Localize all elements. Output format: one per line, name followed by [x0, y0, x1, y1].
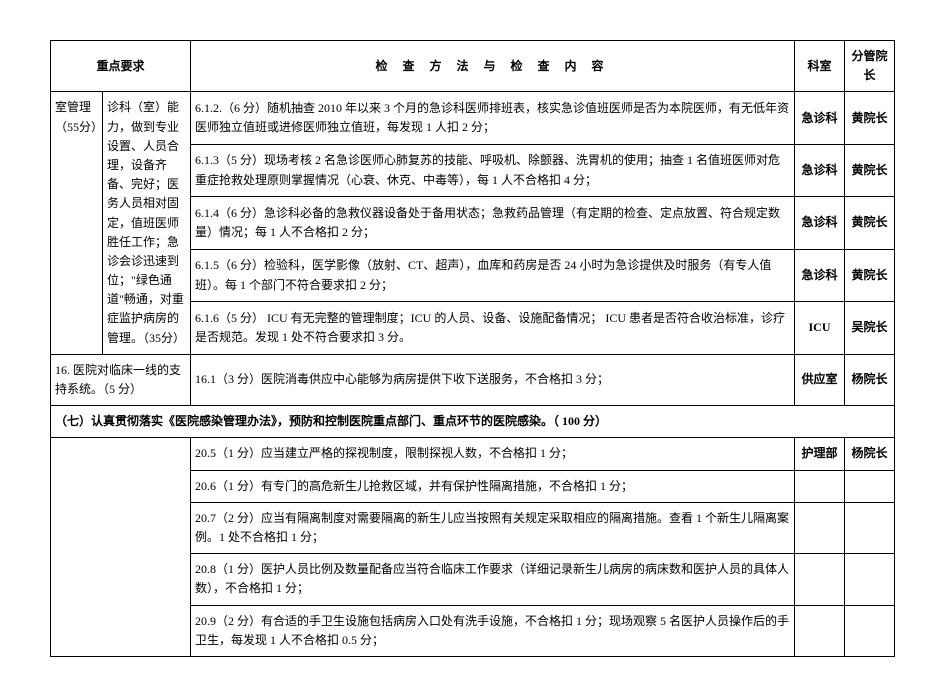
dept-cell: ICU — [795, 302, 845, 355]
leader-cell: 黄院长 — [845, 144, 895, 196]
method-cell: 20.5（1 分）应当建立严格的探视制度，限制探视人数，不合格扣 1 分； — [191, 438, 795, 470]
leader-cell — [845, 470, 895, 502]
method-cell: 6.1.6（5 分） ICU 有无完整的管理制度；ICU 的人员、设备、设施配备… — [191, 302, 795, 355]
dept-cell — [795, 502, 845, 553]
leader-cell: 黄院长 — [845, 197, 895, 249]
leader-cell: 吴院长 — [845, 302, 895, 355]
block1-col1: 室管理（55分） — [51, 92, 103, 354]
dept-cell: 急诊科 — [795, 249, 845, 301]
dept-cell — [795, 554, 845, 605]
leader-cell: 杨院长 — [845, 438, 895, 470]
block2-col: 16. 医院对临床一线的支持系统。（5 分） — [51, 354, 191, 405]
leader-cell — [845, 554, 895, 605]
leader-cell: 黄院长 — [845, 92, 895, 144]
dept-cell: 供应室 — [795, 354, 845, 405]
block1-col2: 诊科（室）能力，做到专业设置、人员合理，设备齐备、完好；医务人员相对固定，值班医… — [103, 92, 191, 354]
method-cell: 20.7（2 分）应当有隔离制度对需要隔离的新生儿应当按照有关规定采取相应的隔离… — [191, 502, 795, 553]
method-cell: 20.6（1 分）有专门的高危新生儿抢救区域，并有保护性隔离措施，不合格扣 1 … — [191, 470, 795, 502]
method-cell: 6.1.5（6 分）检验科，医学影像（放射、CT、超声），血库和药房是否 24 … — [191, 249, 795, 301]
method-cell: 20.9（2 分）有合适的手卫生设施包括病房入口处有洗手设施，不合格扣 1 分；… — [191, 605, 795, 656]
leader-cell — [845, 502, 895, 553]
dept-cell: 急诊科 — [795, 197, 845, 249]
dept-cell: 护理部 — [795, 438, 845, 470]
section-row: （七）认真贯彻落实《医院感染管理办法》，预防和控制医院重点部门、重点环节的医院感… — [51, 406, 895, 438]
block3-col2 — [103, 438, 191, 657]
table-row: 20.5（1 分）应当建立严格的探视制度，限制探视人数，不合格扣 1 分； 护理… — [51, 438, 895, 470]
method-cell: 6.1.2.（6 分）随机抽查 2010 年以来 3 个月的急诊科医师排班表，核… — [191, 92, 795, 144]
method-cell: 6.1.3（5 分）现场考核 2 名急诊医师心肺复苏的技能、呼吸机、除颤器、洗胃… — [191, 144, 795, 196]
table-row: 16. 医院对临床一线的支持系统。（5 分） 16.1（3 分）医院消毒供应中心… — [51, 354, 895, 405]
method-cell: 20.8（1 分）医护人员比例及数量配备应当符合临床工作要求（详细记录新生儿病房… — [191, 554, 795, 605]
header-method: 检 查 方 法 与 检 查 内 容 — [191, 41, 795, 92]
block3-col1 — [51, 438, 103, 657]
dept-cell: 急诊科 — [795, 144, 845, 196]
method-cell: 16.1（3 分）医院消毒供应中心能够为病房提供下收下送服务，不合格扣 3 分； — [191, 354, 795, 405]
leader-cell: 杨院长 — [845, 354, 895, 405]
inspection-table: 重点要求 检 查 方 法 与 检 查 内 容 科室 分管院长 室管理（55分） … — [50, 40, 895, 657]
dept-cell — [795, 470, 845, 502]
header-requirement: 重点要求 — [51, 41, 191, 92]
leader-cell — [845, 605, 895, 656]
method-cell: 6.1.4（6 分）急诊科必备的急救仪器设备处于备用状态；急救药品管理（有定期的… — [191, 197, 795, 249]
table-row: 室管理（55分） 诊科（室）能力，做到专业设置、人员合理，设备齐备、完好；医务人… — [51, 92, 895, 144]
section-text: （七）认真贯彻落实《医院感染管理办法》，预防和控制医院重点部门、重点环节的医院感… — [51, 406, 895, 438]
header-department: 科室 — [795, 41, 845, 92]
header-row: 重点要求 检 查 方 法 与 检 查 内 容 科室 分管院长 — [51, 41, 895, 92]
dept-cell: 急诊科 — [795, 92, 845, 144]
dept-cell — [795, 605, 845, 656]
leader-cell: 黄院长 — [845, 249, 895, 301]
header-leader: 分管院长 — [845, 41, 895, 92]
